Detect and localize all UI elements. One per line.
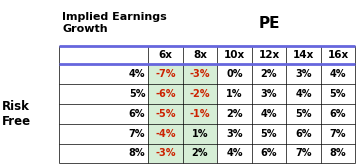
Text: 3%: 3% bbox=[295, 69, 312, 79]
Text: -2%: -2% bbox=[190, 89, 210, 99]
Text: -6%: -6% bbox=[155, 89, 176, 99]
Text: 4%: 4% bbox=[330, 69, 346, 79]
Text: 3%: 3% bbox=[226, 129, 243, 139]
Text: -1%: -1% bbox=[190, 109, 210, 119]
Text: 8x: 8x bbox=[193, 50, 207, 60]
Text: 6%: 6% bbox=[330, 109, 346, 119]
Text: 14x: 14x bbox=[293, 50, 314, 60]
Text: 4%: 4% bbox=[261, 109, 277, 119]
Text: 7%: 7% bbox=[129, 129, 145, 139]
Text: 8%: 8% bbox=[330, 148, 346, 158]
Text: 6%: 6% bbox=[129, 109, 145, 119]
Text: 5%: 5% bbox=[261, 129, 277, 139]
Text: 5%: 5% bbox=[129, 89, 145, 99]
Text: -3%: -3% bbox=[155, 148, 176, 158]
Text: Implied Earnings
Growth: Implied Earnings Growth bbox=[62, 12, 167, 34]
Text: 6%: 6% bbox=[295, 129, 312, 139]
Text: -4%: -4% bbox=[155, 129, 176, 139]
Text: 5%: 5% bbox=[295, 109, 312, 119]
Text: PE: PE bbox=[258, 16, 280, 31]
Text: 7%: 7% bbox=[295, 148, 312, 158]
Text: 4%: 4% bbox=[295, 89, 312, 99]
Text: 4%: 4% bbox=[129, 69, 145, 79]
Text: 0%: 0% bbox=[226, 69, 243, 79]
Text: 4%: 4% bbox=[226, 148, 243, 158]
Text: 6x: 6x bbox=[159, 50, 172, 60]
Bar bbox=[183, 64, 217, 163]
Text: 1%: 1% bbox=[192, 129, 208, 139]
Text: -7%: -7% bbox=[155, 69, 176, 79]
Text: Risk
Free: Risk Free bbox=[2, 100, 31, 128]
Text: 12x: 12x bbox=[258, 50, 280, 60]
Text: 1%: 1% bbox=[226, 89, 243, 99]
Text: 5%: 5% bbox=[330, 89, 346, 99]
Text: 16x: 16x bbox=[327, 50, 348, 60]
Text: 2%: 2% bbox=[261, 69, 277, 79]
Text: 2%: 2% bbox=[192, 148, 208, 158]
Text: 6%: 6% bbox=[261, 148, 277, 158]
Text: 7%: 7% bbox=[330, 129, 346, 139]
Text: 8%: 8% bbox=[129, 148, 145, 158]
Text: 3%: 3% bbox=[261, 89, 277, 99]
Text: -3%: -3% bbox=[190, 69, 210, 79]
Text: 2%: 2% bbox=[226, 109, 243, 119]
Text: -5%: -5% bbox=[155, 109, 176, 119]
Text: 10x: 10x bbox=[224, 50, 245, 60]
Bar bbox=[148, 64, 183, 163]
